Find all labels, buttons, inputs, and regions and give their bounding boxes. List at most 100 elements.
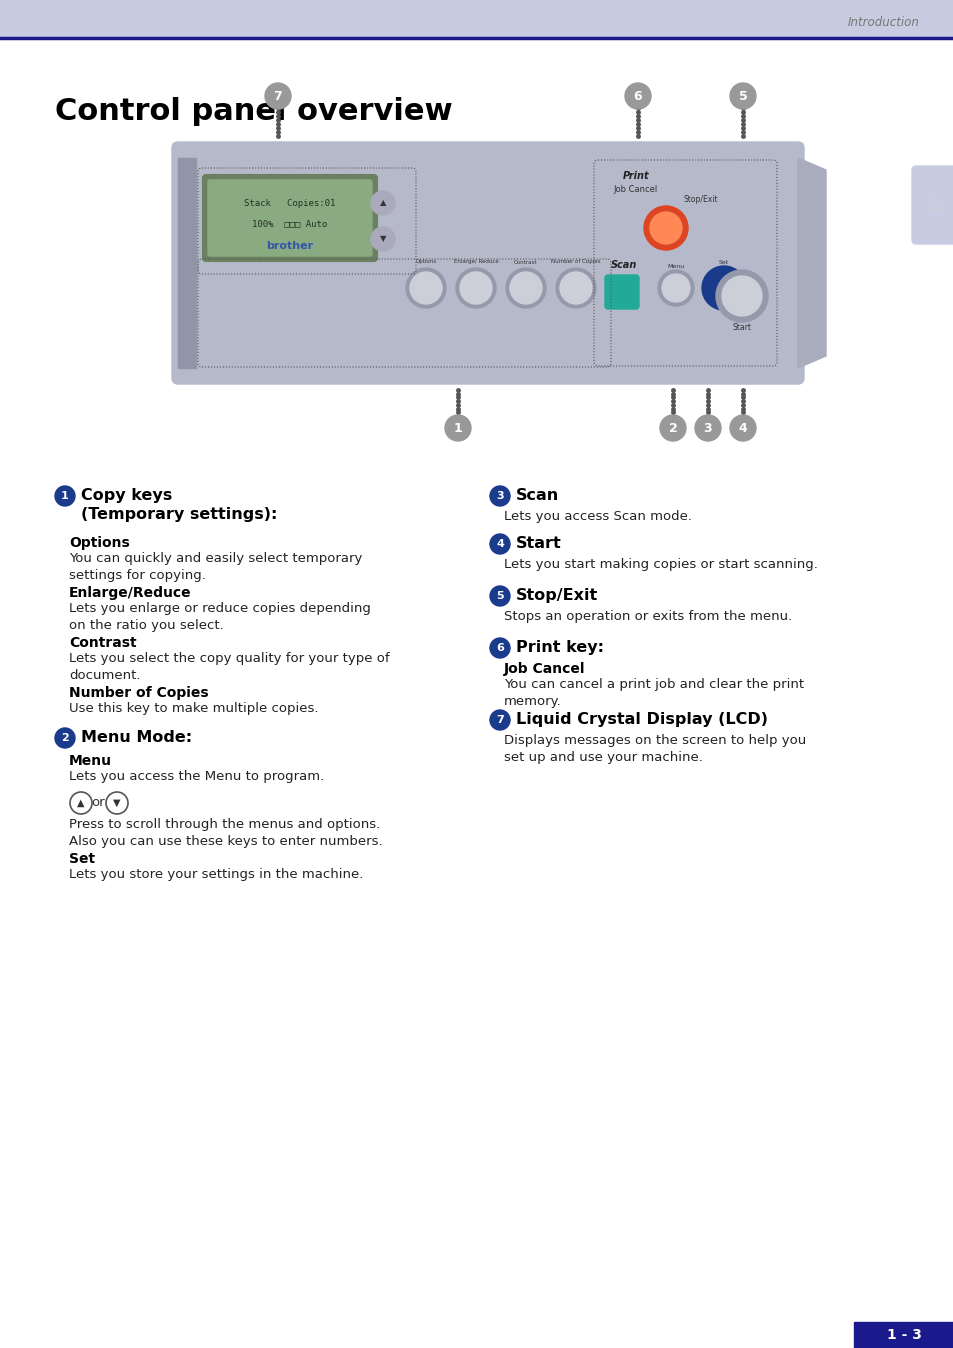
Text: or: or bbox=[91, 797, 105, 810]
Circle shape bbox=[659, 415, 685, 441]
Text: Stop/Exit: Stop/Exit bbox=[683, 195, 718, 205]
Text: 5: 5 bbox=[738, 89, 746, 102]
FancyBboxPatch shape bbox=[203, 175, 376, 262]
Text: 4: 4 bbox=[496, 539, 503, 549]
Text: 3: 3 bbox=[496, 491, 503, 501]
Text: Lets you start making copies or start scanning.: Lets you start making copies or start sc… bbox=[503, 558, 817, 572]
Bar bbox=[0, 0, 953, 38]
Circle shape bbox=[371, 226, 395, 251]
Circle shape bbox=[456, 268, 496, 307]
Text: Set: Set bbox=[719, 260, 728, 264]
Text: Enlarge/Reduce: Enlarge/Reduce bbox=[69, 586, 192, 600]
Text: Job Cancel: Job Cancel bbox=[503, 662, 585, 675]
Text: Stack   Copies:01: Stack Copies:01 bbox=[244, 200, 335, 209]
Text: 1: 1 bbox=[61, 491, 69, 501]
Text: Lets you access the Menu to program.: Lets you access the Menu to program. bbox=[69, 770, 324, 783]
Circle shape bbox=[729, 415, 755, 441]
FancyBboxPatch shape bbox=[604, 275, 639, 309]
Text: 2: 2 bbox=[61, 733, 69, 743]
Text: Job Cancel: Job Cancel bbox=[613, 186, 658, 194]
Circle shape bbox=[510, 272, 541, 305]
Circle shape bbox=[729, 84, 755, 109]
Text: Introduction: Introduction bbox=[847, 16, 919, 30]
Text: Use this key to make multiple copies.: Use this key to make multiple copies. bbox=[69, 702, 318, 714]
Text: Liquid Crystal Display (LCD): Liquid Crystal Display (LCD) bbox=[516, 712, 767, 727]
Text: 1 - 3: 1 - 3 bbox=[885, 1328, 921, 1343]
Circle shape bbox=[643, 206, 687, 249]
Circle shape bbox=[490, 534, 510, 554]
Text: 100%  □□□ Auto: 100% □□□ Auto bbox=[253, 220, 327, 229]
Text: Scan: Scan bbox=[610, 260, 637, 270]
Circle shape bbox=[265, 84, 291, 109]
Circle shape bbox=[649, 212, 681, 244]
Text: 7: 7 bbox=[496, 714, 503, 725]
Circle shape bbox=[406, 268, 446, 307]
Bar bbox=[853, 1322, 953, 1348]
Text: Stop/Exit: Stop/Exit bbox=[516, 588, 598, 603]
Text: Options: Options bbox=[415, 260, 436, 264]
FancyBboxPatch shape bbox=[172, 142, 803, 384]
Text: ▲: ▲ bbox=[379, 198, 386, 208]
Text: You can cancel a print job and clear the print
memory.: You can cancel a print job and clear the… bbox=[503, 678, 803, 708]
Circle shape bbox=[624, 84, 650, 109]
Text: Scan: Scan bbox=[516, 488, 558, 503]
Text: Control panel overview: Control panel overview bbox=[55, 97, 452, 127]
Text: Start: Start bbox=[732, 324, 751, 333]
Text: Lets you select the copy quality for your type of
document.: Lets you select the copy quality for you… bbox=[69, 652, 389, 682]
Circle shape bbox=[490, 710, 510, 731]
Circle shape bbox=[459, 272, 492, 305]
Text: 3: 3 bbox=[703, 422, 712, 434]
Text: Contrast: Contrast bbox=[514, 260, 537, 264]
Circle shape bbox=[490, 487, 510, 506]
Circle shape bbox=[410, 272, 441, 305]
Circle shape bbox=[490, 586, 510, 607]
Circle shape bbox=[559, 272, 592, 305]
Text: Lets you enlarge or reduce copies depending
on the ratio you select.: Lets you enlarge or reduce copies depend… bbox=[69, 603, 371, 632]
Text: Menu Mode:: Menu Mode: bbox=[81, 731, 192, 745]
Text: Menu: Menu bbox=[667, 263, 684, 268]
Text: 6: 6 bbox=[496, 643, 503, 652]
Text: Menu: Menu bbox=[69, 754, 112, 768]
Circle shape bbox=[55, 487, 75, 506]
Text: Press to scroll through the menus and options.
Also you can use these keys to en: Press to scroll through the menus and op… bbox=[69, 818, 382, 848]
Circle shape bbox=[716, 270, 767, 322]
Text: 1: 1 bbox=[453, 422, 462, 434]
Circle shape bbox=[701, 266, 745, 310]
Circle shape bbox=[55, 728, 75, 748]
Text: You can quickly and easily select temporary
settings for copying.: You can quickly and easily select tempor… bbox=[69, 551, 362, 582]
Circle shape bbox=[505, 268, 545, 307]
Text: Lets you access Scan mode.: Lets you access Scan mode. bbox=[503, 510, 691, 523]
Text: Print key:: Print key: bbox=[516, 640, 603, 655]
Circle shape bbox=[721, 276, 761, 315]
Circle shape bbox=[695, 415, 720, 441]
Circle shape bbox=[371, 191, 395, 214]
Text: 2: 2 bbox=[668, 422, 677, 434]
Circle shape bbox=[490, 638, 510, 658]
Text: Lets you store your settings in the machine.: Lets you store your settings in the mach… bbox=[69, 868, 363, 882]
Text: Print: Print bbox=[622, 171, 649, 181]
Text: 4: 4 bbox=[738, 422, 746, 434]
Text: ▼: ▼ bbox=[379, 235, 386, 244]
Text: Number of Copies: Number of Copies bbox=[551, 260, 600, 264]
Text: Copy keys
(Temporary settings):: Copy keys (Temporary settings): bbox=[81, 488, 277, 522]
Circle shape bbox=[661, 274, 689, 302]
Circle shape bbox=[556, 268, 596, 307]
FancyBboxPatch shape bbox=[208, 181, 372, 256]
Polygon shape bbox=[797, 158, 825, 368]
Text: Contrast: Contrast bbox=[69, 636, 136, 650]
FancyBboxPatch shape bbox=[911, 166, 953, 244]
Text: 1: 1 bbox=[925, 193, 943, 217]
Text: 7: 7 bbox=[274, 89, 282, 102]
Circle shape bbox=[658, 270, 693, 306]
Text: Enlarge/ Reduce: Enlarge/ Reduce bbox=[453, 260, 497, 264]
Text: ▲: ▲ bbox=[77, 798, 85, 807]
Text: Stops an operation or exits from the menu.: Stops an operation or exits from the men… bbox=[503, 611, 791, 623]
Text: Start: Start bbox=[516, 537, 561, 551]
Bar bbox=[178, 158, 195, 368]
Text: Options: Options bbox=[69, 537, 130, 550]
Text: Set: Set bbox=[69, 852, 95, 865]
Text: 5: 5 bbox=[496, 590, 503, 601]
Circle shape bbox=[444, 415, 471, 441]
Text: brother: brother bbox=[266, 241, 314, 251]
Text: ▼: ▼ bbox=[113, 798, 121, 807]
